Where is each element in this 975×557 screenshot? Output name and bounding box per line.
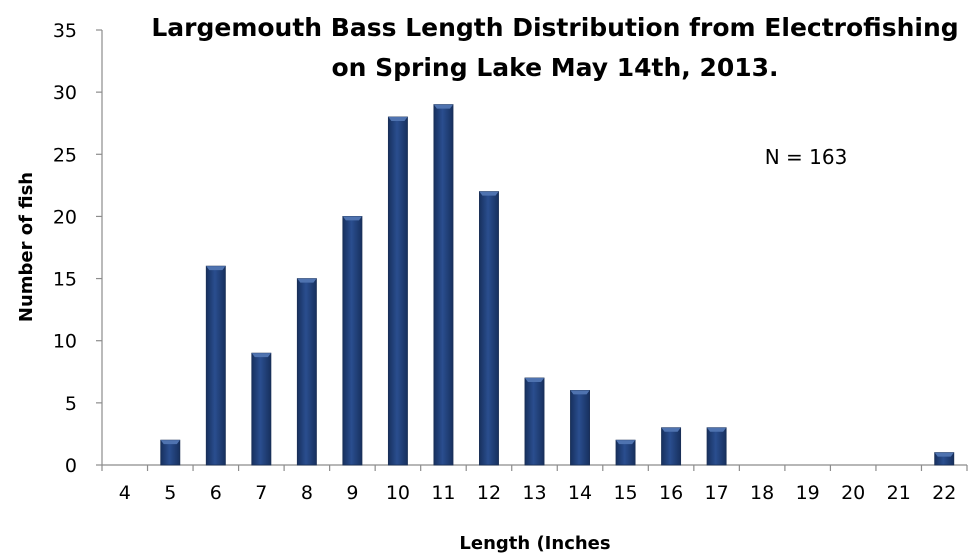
- y-axis: 0 5 10 15 20 25 30 35: [53, 20, 103, 477]
- bar-top-highlight: [433, 104, 454, 109]
- bar-top-highlight: [661, 427, 681, 432]
- bar: [342, 216, 363, 466]
- bar-top-highlight: [251, 353, 271, 358]
- bar-top-highlight: [524, 378, 545, 382]
- bar-top-highlight: [297, 278, 317, 283]
- x-tick-label: 17: [705, 482, 729, 504]
- bar: [479, 191, 499, 466]
- y-tick-label: 0: [65, 455, 77, 477]
- bar: [661, 427, 682, 466]
- bar-22: [934, 452, 955, 466]
- bar-11: [433, 104, 454, 466]
- bar-8: [296, 278, 317, 466]
- x-tick-label: 9: [346, 482, 358, 504]
- bar-top-highlight: [160, 440, 180, 445]
- x-tick-label: 13: [522, 482, 546, 504]
- bar: [706, 427, 727, 466]
- x-tick-label: 16: [659, 482, 683, 504]
- bar-top-highlight: [206, 266, 226, 271]
- bar-12: [479, 191, 499, 466]
- y-tick-label: 35: [53, 20, 77, 42]
- x-tick-label: 18: [750, 482, 774, 504]
- bar-7: [251, 352, 272, 466]
- x-tick-label: 6: [210, 482, 222, 504]
- chart-title-line-2: on Spring Lake May 14th, 2013.: [331, 53, 778, 82]
- x-tick-label: 15: [613, 482, 637, 504]
- x-tick-label: 21: [887, 482, 911, 504]
- bar-top-highlight: [707, 427, 727, 432]
- bar: [570, 390, 590, 466]
- x-tick-label: 8: [301, 482, 313, 504]
- chart-title: Largemouth Bass Length Distribution from…: [151, 13, 958, 82]
- bar-6: [205, 265, 226, 466]
- bar-10: [387, 116, 408, 466]
- x-tick-label: 11: [431, 482, 455, 504]
- bar-top-highlight: [570, 390, 590, 395]
- bar-9: [342, 216, 363, 466]
- x-tick-label: 22: [932, 482, 956, 504]
- bar: [433, 104, 454, 466]
- x-tick-label: 12: [477, 482, 501, 504]
- bar-top-highlight: [388, 117, 408, 121]
- x-tick-label: 5: [164, 482, 176, 504]
- bar-15: [615, 439, 636, 466]
- x-axis: 4 5 6 7 8 9 10 11 12 13 14 15 16 17 18 19 20 21 22: [101, 464, 968, 504]
- y-tick-label: 10: [53, 331, 77, 353]
- bar: [524, 377, 545, 466]
- y-tick-label: 15: [53, 269, 77, 291]
- bar-top-highlight: [934, 452, 954, 457]
- bar: [205, 265, 226, 466]
- y-tick-label: 20: [53, 206, 77, 228]
- bar-top-highlight: [479, 191, 499, 196]
- bar-14: [570, 390, 590, 466]
- x-tick-label: 10: [386, 482, 410, 504]
- x-axis-title: Length (Inches: [459, 533, 610, 554]
- bar: [387, 116, 408, 466]
- bar-top-highlight: [615, 440, 636, 445]
- bar: [251, 352, 272, 466]
- x-tick-label: 20: [841, 482, 865, 504]
- y-tick-label: 25: [53, 144, 77, 166]
- y-axis-title: Number of fish: [16, 172, 37, 322]
- bar-5: [160, 439, 181, 466]
- bar: [296, 278, 317, 466]
- x-tick-label: 19: [796, 482, 820, 504]
- x-tick-label: 14: [568, 482, 592, 504]
- sample-size-annotation: N = 163: [765, 145, 848, 169]
- bar-17: [706, 427, 727, 466]
- bar-top-highlight: [342, 216, 362, 221]
- x-tick-label: 7: [255, 482, 267, 504]
- bar-13: [524, 377, 545, 466]
- chart-title-line-1: Largemouth Bass Length Distribution from…: [151, 13, 958, 42]
- x-tick-label: 4: [119, 482, 131, 504]
- y-tick-label: 30: [53, 82, 77, 104]
- bar-16: [661, 427, 682, 466]
- y-tick-label: 5: [65, 393, 77, 415]
- bars: [160, 104, 955, 466]
